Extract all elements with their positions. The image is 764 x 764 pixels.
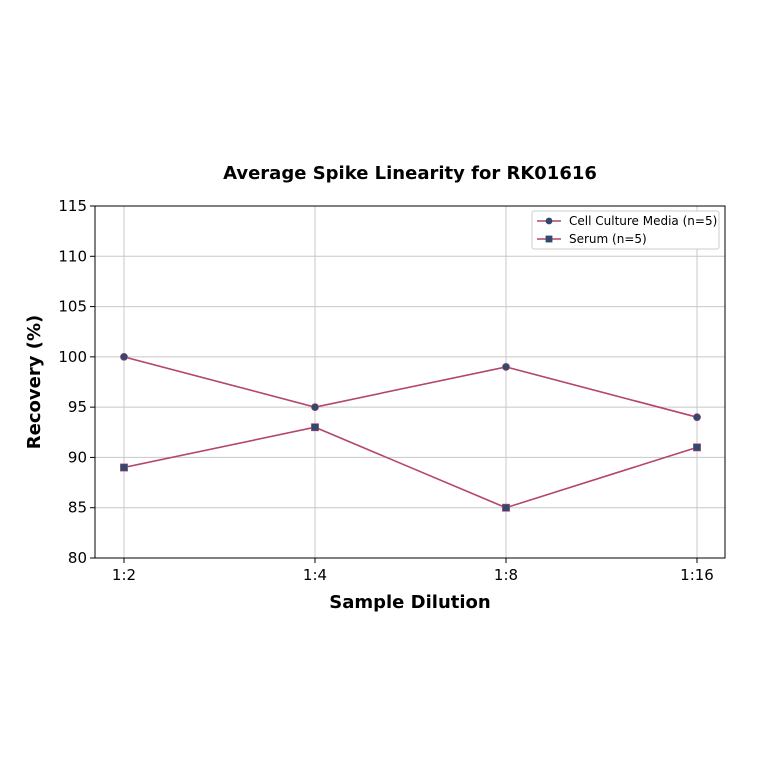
y-tick-label: 110 xyxy=(58,247,87,265)
y-tick-label: 105 xyxy=(58,298,87,316)
y-tick-label: 115 xyxy=(58,197,87,215)
legend: Cell Culture Media (n=5) Serum (n=5) xyxy=(531,210,720,250)
y-tick-label: 85 xyxy=(68,499,87,517)
x-tick-label: 1:2 xyxy=(112,566,136,584)
data-point-square xyxy=(120,463,128,472)
series-cell-culture-media xyxy=(120,352,701,422)
legend-label: Cell Culture Media (n=5) xyxy=(569,214,717,228)
data-point-circle xyxy=(311,403,319,412)
data-point-square xyxy=(311,423,319,432)
y-tick-label: 95 xyxy=(68,398,87,416)
data-point-circle xyxy=(502,363,510,371)
y-tick-label: 90 xyxy=(68,448,87,466)
y-axis-ticks: 80 85 90 95 100 105 110 115 xyxy=(58,197,95,567)
x-tick-label: 1:16 xyxy=(680,566,714,584)
legend-square-icon xyxy=(545,235,553,243)
x-axis-ticks: 1:2 1:4 1:8 1:16 xyxy=(112,558,714,584)
plot-frame xyxy=(94,205,726,559)
data-series xyxy=(120,352,701,512)
series-line xyxy=(123,426,698,509)
data-point-circle xyxy=(120,352,128,361)
y-axis-label: Recovery (%) xyxy=(24,315,45,449)
legend-circle-icon xyxy=(545,217,553,225)
data-point-square xyxy=(693,443,701,452)
x-axis-label: Sample Dilution xyxy=(329,592,490,613)
x-tick-label: 1:8 xyxy=(494,566,518,584)
x-tick-label: 1:4 xyxy=(303,566,327,584)
series-line xyxy=(123,356,698,418)
y-tick-label: 80 xyxy=(68,549,87,567)
chart-title: Average Spike Linearity for RK01616 xyxy=(223,163,597,184)
y-tick-label: 100 xyxy=(58,348,87,366)
series-serum xyxy=(120,423,701,512)
legend-box xyxy=(531,210,720,250)
data-point-square xyxy=(502,503,510,512)
grid-lines xyxy=(95,205,725,559)
data-point-circle xyxy=(693,413,701,422)
legend-label: Serum (n=5) xyxy=(569,232,647,246)
